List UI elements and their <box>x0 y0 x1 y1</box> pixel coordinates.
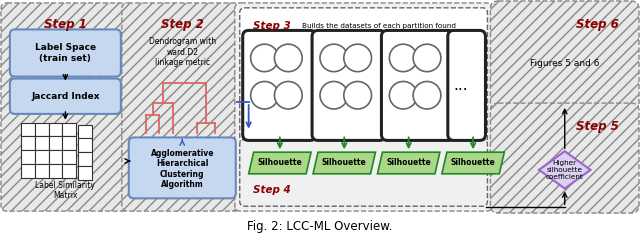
FancyBboxPatch shape <box>490 103 639 213</box>
Text: Silhouette: Silhouette <box>322 158 367 168</box>
Circle shape <box>320 82 348 109</box>
Bar <box>78 152 92 166</box>
FancyBboxPatch shape <box>490 1 639 111</box>
Bar <box>20 123 35 137</box>
Polygon shape <box>313 152 376 174</box>
Bar <box>78 125 92 138</box>
Text: Builds the datasets of each partition found: Builds the datasets of each partition fo… <box>302 24 456 30</box>
Circle shape <box>251 82 278 109</box>
Bar <box>20 150 35 164</box>
Bar <box>62 164 76 178</box>
FancyBboxPatch shape <box>312 30 385 140</box>
Text: Figures 5 and 6: Figures 5 and 6 <box>530 59 600 68</box>
Polygon shape <box>539 151 591 189</box>
Text: Fig. 2: LCC-ML Overview.: Fig. 2: LCC-ML Overview. <box>247 220 393 233</box>
Bar <box>78 166 92 180</box>
Polygon shape <box>442 152 504 174</box>
FancyBboxPatch shape <box>381 30 455 140</box>
Text: Step 6: Step 6 <box>577 18 620 31</box>
Bar <box>20 164 35 178</box>
FancyBboxPatch shape <box>240 139 488 206</box>
Text: Silhouette: Silhouette <box>387 158 431 168</box>
Bar <box>35 164 49 178</box>
Text: Higher
silhouette
coefficient: Higher silhouette coefficient <box>546 160 584 180</box>
Text: Label Space
(train set): Label Space (train set) <box>35 43 96 63</box>
Bar <box>49 137 62 150</box>
Text: ...: ... <box>453 78 468 93</box>
Circle shape <box>275 44 302 72</box>
Text: Silhouette: Silhouette <box>257 158 302 168</box>
FancyBboxPatch shape <box>448 30 486 140</box>
Bar <box>20 137 35 150</box>
Text: Step 2: Step 2 <box>161 18 204 31</box>
FancyBboxPatch shape <box>1 3 130 211</box>
Polygon shape <box>249 152 311 174</box>
Circle shape <box>344 82 372 109</box>
Circle shape <box>413 82 441 109</box>
Circle shape <box>251 44 278 72</box>
FancyBboxPatch shape <box>10 30 121 77</box>
FancyBboxPatch shape <box>10 78 121 114</box>
Text: Step 4: Step 4 <box>253 185 291 194</box>
Bar <box>49 150 62 164</box>
Circle shape <box>275 82 302 109</box>
Text: Step 5: Step 5 <box>577 120 620 133</box>
FancyBboxPatch shape <box>129 138 236 198</box>
Bar <box>49 164 62 178</box>
Text: Dendrogram with
ward.D2
linkage metric: Dendrogram with ward.D2 linkage metric <box>148 37 216 67</box>
FancyBboxPatch shape <box>243 30 316 140</box>
Bar <box>62 150 76 164</box>
FancyBboxPatch shape <box>122 3 243 211</box>
Bar <box>62 137 76 150</box>
Polygon shape <box>378 152 440 174</box>
Circle shape <box>320 44 348 72</box>
Text: Label Similarity
Matrix: Label Similarity Matrix <box>35 181 95 200</box>
Bar <box>35 123 49 137</box>
Text: Step 1: Step 1 <box>44 18 87 31</box>
Text: Agglomerative
Hierarchical
Clustering
Algorithm: Agglomerative Hierarchical Clustering Al… <box>150 149 214 189</box>
Bar <box>49 123 62 137</box>
Bar <box>62 123 76 137</box>
FancyBboxPatch shape <box>240 8 488 143</box>
Circle shape <box>413 44 441 72</box>
Circle shape <box>389 44 417 72</box>
Text: Step 3: Step 3 <box>253 22 291 31</box>
Bar <box>78 138 92 152</box>
Circle shape <box>344 44 372 72</box>
Bar <box>35 137 49 150</box>
FancyBboxPatch shape <box>235 3 492 211</box>
Text: Jaccard Index: Jaccard Index <box>31 92 100 101</box>
Bar <box>35 150 49 164</box>
Text: Silhouette: Silhouette <box>451 158 495 168</box>
Circle shape <box>389 82 417 109</box>
